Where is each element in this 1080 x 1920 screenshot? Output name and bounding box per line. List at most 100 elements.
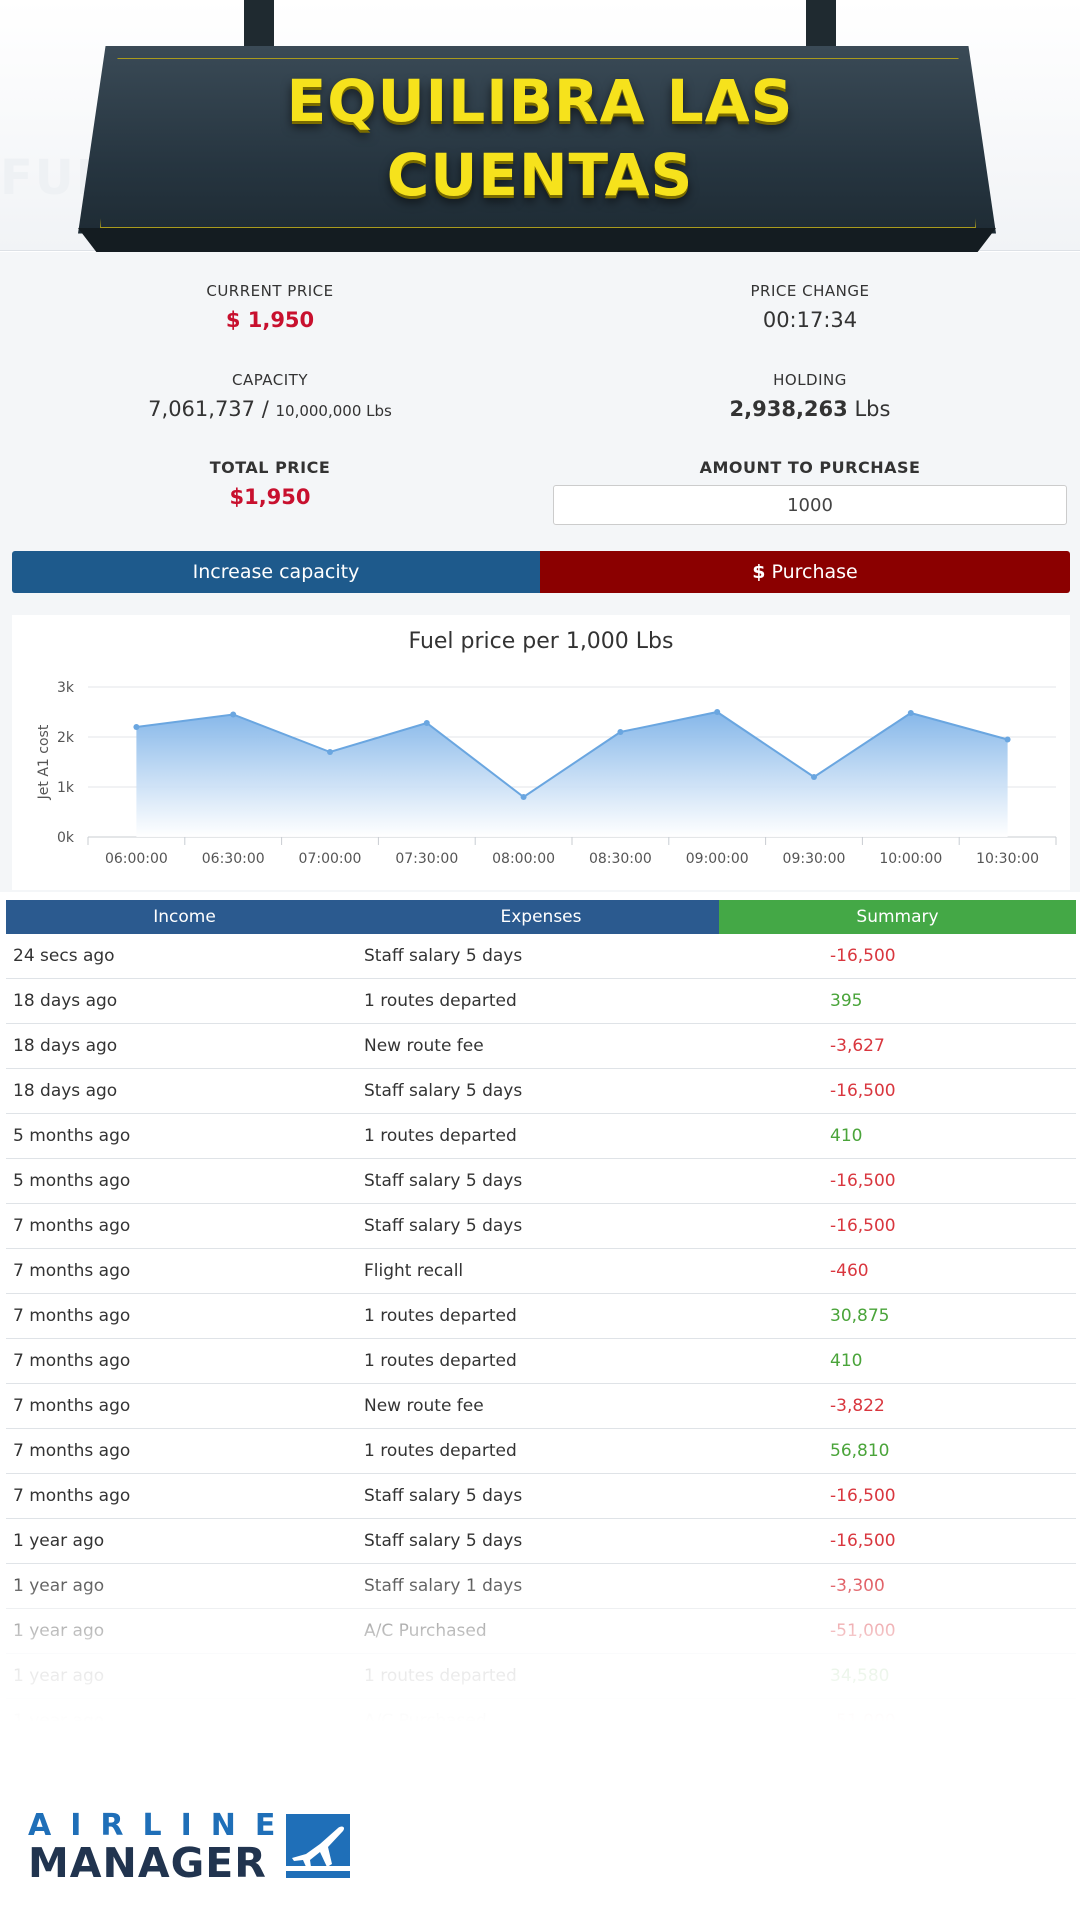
row-amount: 410 xyxy=(830,1126,863,1146)
chart-point xyxy=(423,720,430,726)
table-row: 18 days ago 1 routes departed 395 xyxy=(6,979,1076,1024)
table-row: 5 months ago Staff salary 5 days -16,500 xyxy=(6,1159,1076,1204)
fuel-price-chart-svg: Fuel price per 1,000 Lbs Jet A1 cost 06:… xyxy=(36,629,1057,867)
tab-summary[interactable]: Summary xyxy=(719,900,1076,934)
row-time: 18 days ago xyxy=(13,1036,118,1056)
holding-unit: Lbs xyxy=(854,397,891,421)
chart-area-fill xyxy=(136,712,1008,837)
purchase-button[interactable]: $ Purchase xyxy=(540,551,1070,593)
y-tick-label: 1k xyxy=(57,780,75,796)
table-header: Income Expenses Summary xyxy=(6,900,1076,934)
row-description: Staff salary 5 days xyxy=(364,1171,523,1191)
holding-label: HOLDING xyxy=(773,371,847,389)
price-change: PRICE CHANGE 00:17:34 xyxy=(540,282,1080,332)
holding: HOLDING 2,938,263 Lbs xyxy=(540,371,1080,421)
capacity-value: 7,061,737 / 10,000,000 Lbs xyxy=(0,397,540,421)
row-time: 1 year ago xyxy=(13,1531,105,1551)
amount-to-purchase: AMOUNT TO PURCHASE xyxy=(540,458,1080,477)
row-time: 7 months ago xyxy=(13,1216,131,1236)
bottom-fade-overlay xyxy=(0,1560,1080,1920)
total-price: TOTAL PRICE $1,950 xyxy=(0,458,540,509)
row-description: Flight recall xyxy=(364,1261,464,1281)
logo-line2: MANAGER xyxy=(28,1839,267,1887)
table-row: 18 days ago Staff salary 5 days -16,500 xyxy=(6,1069,1076,1114)
airline-manager-logo: AIRLINE MANAGER xyxy=(28,1808,294,1887)
dollar-icon: $ xyxy=(752,561,766,583)
table-row: 7 months ago 1 routes departed 410 xyxy=(6,1339,1076,1384)
row-time: 18 days ago xyxy=(13,991,118,1011)
table-row: 7 months ago 1 routes departed 56,810 xyxy=(6,1429,1076,1474)
increase-capacity-button[interactable]: Increase capacity xyxy=(12,551,540,593)
row-amount: -16,500 xyxy=(830,1171,896,1191)
row-time: 7 months ago xyxy=(13,1441,131,1461)
row-description: Staff salary 5 days xyxy=(364,946,523,966)
row-amount: -460 xyxy=(830,1261,869,1281)
capacity-max: 10,000,000 Lbs xyxy=(275,402,392,420)
x-tick-label: 06:30:00 xyxy=(202,851,265,867)
chart-point xyxy=(230,711,237,718)
table-row: 24 secs ago Staff salary 5 days -16,500 xyxy=(6,934,1076,979)
tab-income[interactable]: Income xyxy=(6,900,363,934)
row-amount: -3,627 xyxy=(830,1036,885,1056)
row-amount: 395 xyxy=(830,991,863,1011)
amount-input[interactable] xyxy=(553,485,1067,525)
row-amount: -16,500 xyxy=(830,1531,896,1551)
row-amount: -16,500 xyxy=(830,1486,896,1506)
chart-series xyxy=(133,709,1011,837)
chart-point xyxy=(1004,736,1011,743)
price-change-value: 00:17:34 xyxy=(762,308,858,332)
x-tick-label: 07:30:00 xyxy=(395,851,458,867)
capacity-label: CAPACITY xyxy=(231,371,309,389)
table-row: 7 months ago Flight recall -460 xyxy=(6,1249,1076,1294)
row-amount: -16,500 xyxy=(830,1216,896,1236)
x-tick-label: 06:00:00 xyxy=(105,851,168,867)
row-description: New route fee xyxy=(364,1036,484,1056)
row-description: Staff salary 5 days xyxy=(364,1081,523,1101)
chart-point xyxy=(907,710,914,716)
x-tick-label: 08:00:00 xyxy=(492,851,555,867)
row-amount: 30,875 xyxy=(830,1306,890,1326)
row-time: 7 months ago xyxy=(13,1261,131,1281)
table-row: 7 months ago Staff salary 5 days -16,500 xyxy=(6,1204,1076,1249)
row-amount: 410 xyxy=(830,1351,863,1371)
chart-x-axis: 06:00:00 06:30:00 07:00:00 07:30:00 08:00:00… xyxy=(87,837,1057,867)
holding-value: 2,938,263 Lbs xyxy=(540,397,1080,421)
row-description: 1 routes departed xyxy=(364,1351,517,1371)
chart-series-line xyxy=(136,710,1008,799)
sign-post-right xyxy=(806,0,836,52)
chart-point xyxy=(617,729,624,735)
promo-title-line2: CUENTAS xyxy=(386,141,694,209)
row-description: 1 routes departed xyxy=(364,1306,517,1326)
row-time: 24 secs ago xyxy=(13,946,115,966)
table-row: 1 year ago Staff salary 5 days -16,500 xyxy=(6,1519,1076,1564)
chart-point xyxy=(811,774,817,780)
row-amount: -16,500 xyxy=(830,1081,896,1101)
chart-point xyxy=(714,709,721,715)
price-change-label: PRICE CHANGE xyxy=(750,282,870,300)
total-price-label: TOTAL PRICE xyxy=(209,458,331,477)
chart-title: Fuel price per 1,000 Lbs xyxy=(409,629,674,654)
purchase-label: Purchase xyxy=(771,561,858,583)
row-time: 5 months ago xyxy=(13,1126,131,1146)
row-amount: -16,500 xyxy=(830,946,896,966)
x-tick-label: 10:00:00 xyxy=(879,851,942,867)
x-tick-label: 09:00:00 xyxy=(686,851,749,867)
row-time: 7 months ago xyxy=(13,1306,131,1326)
tab-expenses[interactable]: Expenses xyxy=(363,900,719,934)
y-tick-label: 2k xyxy=(57,730,75,746)
logo-line1: AIRLINE xyxy=(28,1808,295,1843)
row-description: New route fee xyxy=(364,1396,484,1416)
row-description: Staff salary 5 days xyxy=(364,1531,523,1551)
sign-post-left xyxy=(244,0,274,52)
current-price-value: $ 1,950 xyxy=(225,308,315,332)
chart-point xyxy=(520,794,527,800)
promo-sign xyxy=(78,46,996,234)
table-row: 5 months ago 1 routes departed 410 xyxy=(6,1114,1076,1159)
row-time: 7 months ago xyxy=(13,1351,131,1371)
row-description: 1 routes departed xyxy=(364,1441,517,1461)
row-description: Staff salary 5 days xyxy=(364,1486,523,1506)
x-tick-label: 10:30:00 xyxy=(976,851,1039,867)
capacity: CAPACITY 7,061,737 / 10,000,000 Lbs xyxy=(0,371,540,421)
row-description: Staff salary 5 days xyxy=(364,1216,523,1236)
y-tick-label: 0k xyxy=(57,830,75,846)
